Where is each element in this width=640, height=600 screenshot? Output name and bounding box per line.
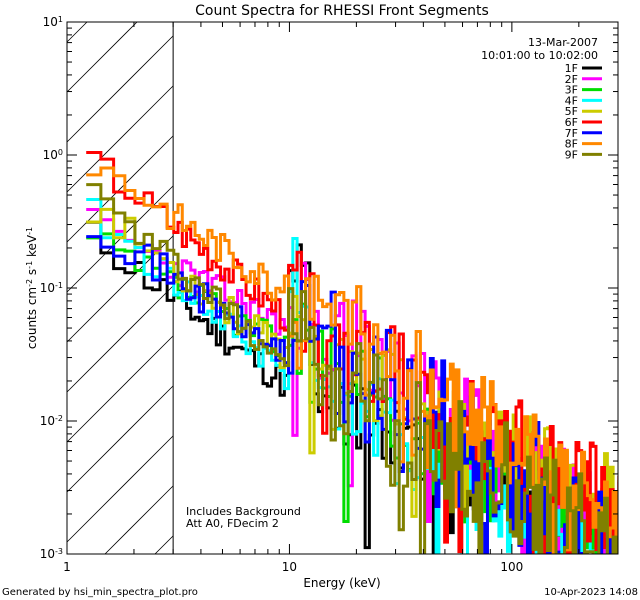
y-tick-label: 10-3 bbox=[40, 547, 63, 562]
legend-label: 6F bbox=[565, 116, 578, 129]
legend-label: 7F bbox=[565, 127, 578, 140]
legend-label: 3F bbox=[565, 84, 578, 97]
annotation-background: Includes Background bbox=[186, 505, 301, 518]
legend-label: 2F bbox=[565, 73, 578, 86]
y-tick-label: 10-2 bbox=[40, 414, 63, 429]
series-layer bbox=[86, 150, 618, 554]
footer-generator: Generated by hsi_min_spectra_plot.pro bbox=[2, 587, 198, 598]
legend-label: 5F bbox=[565, 105, 578, 118]
y-tick-label: 100 bbox=[43, 148, 63, 163]
x-tick-label: 1 bbox=[63, 560, 71, 574]
hatch-lines bbox=[66, 21, 174, 555]
chart-title: Count Spectra for RHESSI Front Segments bbox=[195, 3, 489, 19]
y-axis-label: counts cm-2 s-1 keV-1 bbox=[25, 227, 40, 349]
legend-label: 8F bbox=[565, 138, 578, 151]
annotation-attenuator: Att A0, FDecim 2 bbox=[186, 517, 279, 530]
x-axis-label: Energy (keV) bbox=[303, 576, 380, 590]
legend-label: 4F bbox=[565, 94, 578, 107]
x-tick-label: 10 bbox=[282, 560, 297, 574]
hatched-region bbox=[66, 21, 174, 555]
x-tick-label: 100 bbox=[500, 560, 523, 574]
y-tick-label: 101 bbox=[43, 15, 63, 30]
y-tick-label: 10-1 bbox=[40, 281, 63, 296]
spectrum-9F bbox=[86, 183, 618, 554]
legend-label: 1F bbox=[565, 62, 578, 75]
footer-timestamp: 10-Apr-2023 14:08 bbox=[544, 587, 638, 598]
legend-label: 9F bbox=[565, 148, 578, 161]
time-range-label: 10:01:00 to 10:02:00 bbox=[481, 49, 598, 62]
date-label: 13-Mar-2007 bbox=[528, 36, 598, 49]
axis-ticks: 1 10 100 101 100 10-1 10-2 10-3 bbox=[40, 15, 619, 574]
